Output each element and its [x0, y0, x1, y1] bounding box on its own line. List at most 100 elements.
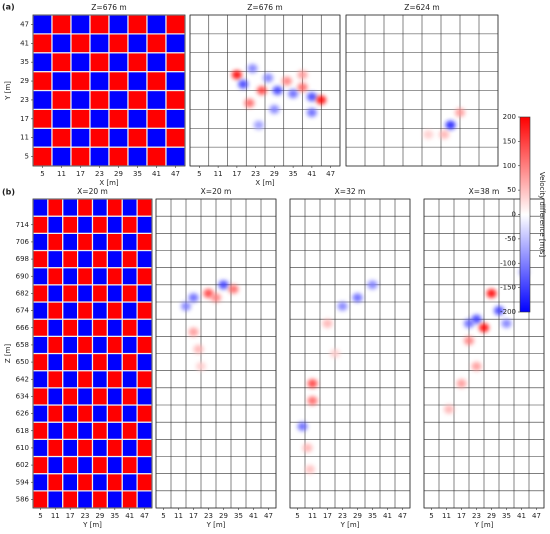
- cell: [91, 249, 108, 269]
- cell: [77, 370, 94, 389]
- cell: [91, 370, 108, 389]
- cell: [47, 421, 64, 440]
- cell: [47, 473, 64, 492]
- anomaly: [253, 120, 264, 130]
- panel: X=32 m 5 11 17 23 29 35 41 47 Y [m]: [289, 187, 411, 529]
- cell: [127, 14, 148, 35]
- x-tick-label: 23: [472, 512, 481, 520]
- cell: [77, 455, 94, 475]
- y-tick-label: 634: [16, 392, 30, 400]
- cell: [32, 198, 49, 217]
- y-tick-label: 650: [16, 358, 29, 366]
- anomaly: [479, 323, 489, 333]
- x-tick-label: 11: [442, 512, 451, 520]
- cell: [32, 284, 49, 303]
- anomaly: [188, 327, 199, 337]
- x-tick-label: 35: [110, 512, 119, 520]
- anomaly: [494, 306, 504, 316]
- cell: [106, 438, 123, 458]
- cell: [32, 318, 49, 337]
- x-tick-label: 17: [457, 512, 466, 520]
- x-tick-label: 47: [398, 512, 407, 520]
- y-tick-label: 618: [16, 427, 29, 435]
- anomaly: [297, 421, 308, 431]
- cell: [77, 249, 94, 269]
- cell: [47, 490, 64, 509]
- cell: [165, 71, 186, 92]
- cell: [32, 335, 49, 355]
- anomaly: [297, 70, 308, 80]
- cell: [108, 14, 129, 35]
- cell: [62, 267, 79, 286]
- cell: [62, 215, 79, 234]
- cell: [62, 335, 79, 355]
- cell: [77, 490, 94, 509]
- cell: [89, 14, 110, 35]
- x-tick-label: 29: [219, 512, 228, 520]
- cell: [91, 232, 108, 252]
- x-tick-label: 47: [264, 512, 273, 520]
- cell: [77, 421, 94, 440]
- cell: [62, 232, 79, 252]
- cell: [91, 284, 108, 303]
- y-tick-label: 674: [16, 307, 30, 315]
- anomaly: [337, 301, 348, 311]
- cell: [70, 71, 91, 92]
- cell: [146, 14, 167, 35]
- cell: [62, 490, 79, 509]
- cell: [121, 455, 138, 475]
- cell: [106, 198, 123, 217]
- y-tick-label: 586: [16, 495, 30, 503]
- y-tick-label: 35: [20, 58, 29, 66]
- anomaly: [330, 349, 340, 358]
- panel-title: Z=624 m: [404, 3, 439, 12]
- anomaly: [244, 98, 255, 108]
- x-tick-label: 47: [140, 512, 149, 520]
- cell: [32, 455, 49, 475]
- cell: [121, 267, 138, 286]
- x-tick-label: 35: [289, 170, 298, 178]
- panel-title: X=38 m: [469, 187, 500, 196]
- y-tick-label: 666: [16, 324, 30, 332]
- cell: [136, 215, 153, 234]
- cell: [77, 301, 94, 320]
- panel-title: Z=676 m: [247, 3, 282, 12]
- cell: [121, 335, 138, 355]
- cell: [32, 232, 49, 252]
- cell: [47, 318, 64, 337]
- cell: [77, 335, 94, 355]
- cell: [32, 146, 53, 167]
- cell: [91, 215, 108, 234]
- cell: [32, 370, 49, 389]
- x-axis-label: Y [m]: [340, 521, 360, 529]
- cell: [51, 71, 72, 92]
- panel-label: (b): [2, 188, 15, 197]
- cell: [91, 267, 108, 286]
- cell: [127, 33, 148, 54]
- y-tick-label: 29: [20, 77, 29, 85]
- cell: [51, 33, 72, 54]
- cell: [146, 146, 167, 167]
- cell: [121, 352, 138, 372]
- cell: [108, 71, 129, 92]
- cell: [121, 370, 138, 389]
- cell: [77, 198, 94, 217]
- anomaly: [228, 284, 239, 294]
- cell: [62, 404, 79, 423]
- anomaly: [302, 443, 313, 453]
- cell: [106, 267, 123, 286]
- anomaly: [486, 288, 497, 298]
- cell: [146, 127, 167, 148]
- y-tick-label: 610: [16, 444, 29, 452]
- cell: [62, 473, 79, 492]
- cell: [136, 335, 153, 355]
- x-tick-label: 11: [57, 170, 66, 178]
- anomaly: [288, 89, 299, 99]
- cell: [121, 421, 138, 440]
- cell: [47, 215, 64, 234]
- colorbar-tick-label: -50: [505, 235, 516, 243]
- cell: [77, 318, 94, 337]
- panel-title: X=20 m: [201, 187, 232, 196]
- cell: [108, 108, 129, 129]
- anomaly: [445, 120, 456, 130]
